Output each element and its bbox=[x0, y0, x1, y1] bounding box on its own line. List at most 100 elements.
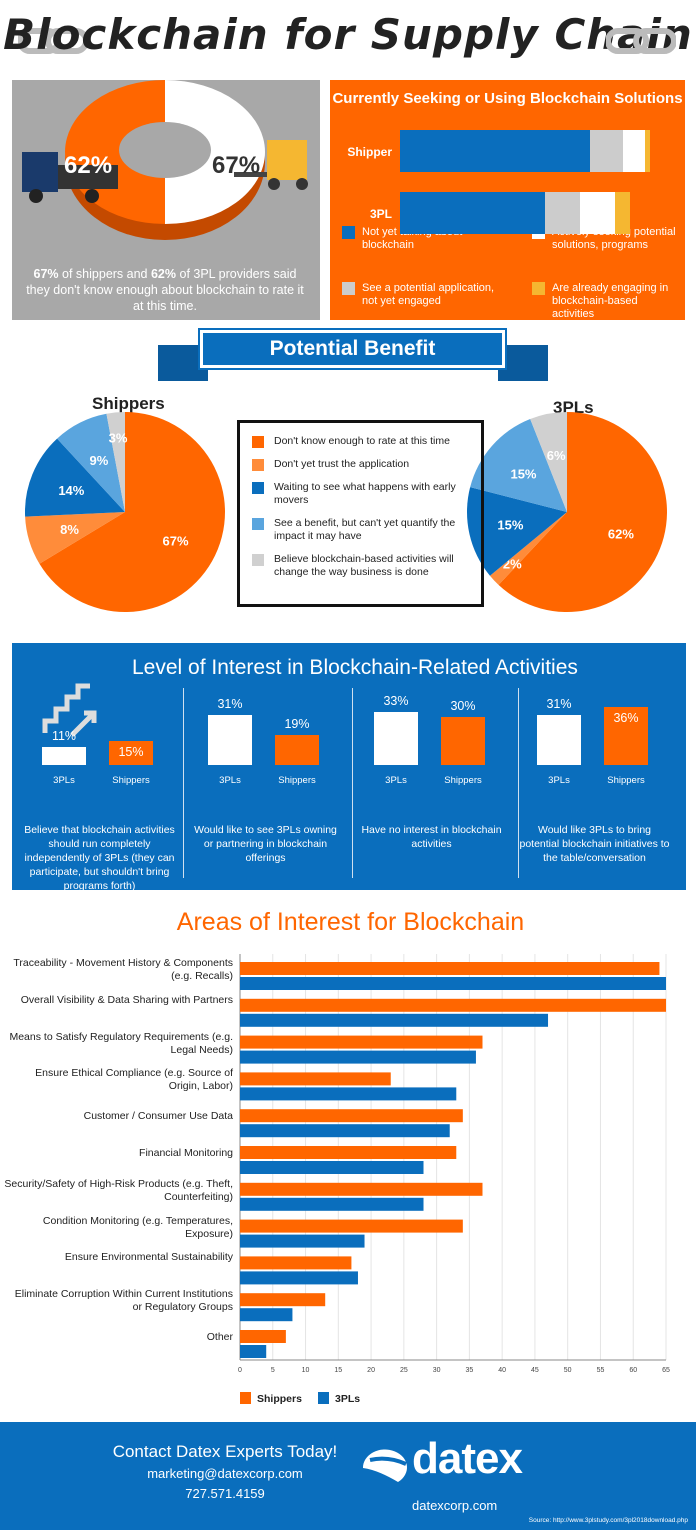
interest-pct-shippers: 19% bbox=[284, 716, 310, 731]
legend-swatch bbox=[318, 1392, 329, 1404]
x-tick-label: 45 bbox=[531, 1367, 539, 1374]
x-tick-label: 0 bbox=[238, 1367, 242, 1374]
x-tick-label: 5 bbox=[271, 1367, 275, 1374]
pie-slice bbox=[467, 487, 567, 576]
stacked-bar-segment bbox=[400, 192, 545, 234]
bar-3pls bbox=[240, 1050, 476, 1064]
source-note: Source: http://www.3plstudy.com/3pl2018d… bbox=[528, 1517, 688, 1524]
interest-label: Shippers bbox=[444, 775, 482, 786]
interest-bar-shippers bbox=[604, 707, 648, 765]
donut-chart bbox=[22, 80, 308, 240]
interest-label: Shippers bbox=[278, 775, 316, 786]
legend-item: See a benefit, but can't yet quantify th… bbox=[252, 517, 471, 543]
pie-legend: Don't know enough to rate at this time D… bbox=[237, 420, 484, 607]
bar-3pls bbox=[240, 1345, 267, 1358]
stacked-bar-segment bbox=[590, 130, 623, 172]
legend-item: Don't know enough to rate at this time bbox=[252, 435, 471, 448]
legend-swatch bbox=[240, 1392, 251, 1404]
bar-3pls bbox=[240, 1234, 365, 1248]
interest-pct-3pls: 31% bbox=[546, 697, 572, 712]
bar-shippers bbox=[240, 1146, 457, 1159]
x-tick-label: 35 bbox=[465, 1367, 473, 1374]
bar-shippers bbox=[240, 1293, 326, 1307]
interest-description: Would like to see 3PLs owning or partner… bbox=[194, 824, 337, 864]
caption-pct: 62% bbox=[150, 267, 177, 281]
chain-link-icon bbox=[18, 28, 88, 54]
bar-shippers bbox=[240, 1035, 483, 1049]
page-title: Blockchain for Supply Chain bbox=[3, 10, 693, 59]
x-tick-label: 25 bbox=[400, 1367, 408, 1374]
caption-pct: 67% bbox=[33, 267, 59, 281]
pie-value-label: 14% bbox=[58, 483, 84, 498]
bar-3pls bbox=[240, 977, 666, 990]
bar-shippers bbox=[240, 1219, 463, 1233]
interest-bar-3pls bbox=[42, 747, 86, 765]
interest-bar-shippers bbox=[441, 717, 485, 765]
x-tick-label: 50 bbox=[564, 1367, 572, 1374]
pie-slice bbox=[25, 512, 125, 564]
seeking-panel: Currently Seeking or Using Blockchain So… bbox=[330, 80, 685, 320]
stacked-bar-segment bbox=[580, 192, 615, 234]
bar-shippers bbox=[240, 1072, 391, 1086]
interest-label: Shippers bbox=[112, 775, 150, 786]
legend-label: 3PLs bbox=[335, 1393, 360, 1405]
x-tick-label: 30 bbox=[433, 1367, 441, 1374]
bar-3pls bbox=[240, 1308, 293, 1322]
interest-description: Have no interest in blockchain activitie… bbox=[361, 824, 502, 850]
shippers-pct: 62% bbox=[64, 152, 113, 179]
x-tick-label: 10 bbox=[302, 1367, 310, 1374]
donut-panel: 62% 67% bbox=[12, 80, 320, 320]
stacked-bar-segment bbox=[622, 130, 645, 172]
category-label: Customer / Consumer Use Data bbox=[83, 1110, 233, 1123]
pie-value-label: 9% bbox=[90, 453, 109, 468]
seek-row-label: Shipper bbox=[347, 145, 392, 159]
legend-item: Waiting to see what happens with early m… bbox=[252, 481, 471, 507]
category-label: Financial Monitoring bbox=[139, 1147, 233, 1159]
pie-slice bbox=[489, 512, 567, 585]
footer-email[interactable]: marketing@datexcorp.com bbox=[147, 1466, 303, 1481]
category-label: Ensure Environmental Sustainability bbox=[64, 1251, 233, 1264]
legend-item: Believe blockchain-based activities will… bbox=[252, 553, 471, 579]
areas-bar-chart: 0 5 10 15 20 25 30 35 40 45 50 55 60 65 Shippers 3PLs bbox=[238, 954, 670, 1405]
category-label: Ensure Ethical Compliance (e.g. Source o… bbox=[35, 1067, 233, 1093]
bar-3pls bbox=[240, 1124, 450, 1138]
interest-pct-3pls: 33% bbox=[383, 694, 409, 709]
category-label: Other bbox=[206, 1331, 233, 1343]
pie-value-label: 8% bbox=[60, 522, 79, 537]
footer-website[interactable]: datexcorp.com bbox=[412, 1498, 498, 1513]
interest-label: 3PLs bbox=[219, 775, 241, 786]
interest-label: Shippers bbox=[607, 775, 645, 786]
bar-shippers bbox=[240, 998, 666, 1012]
footer: Contact Datex Experts Today! marketing@d… bbox=[0, 1422, 696, 1530]
footer-cta: Contact Datex Experts Today! bbox=[112, 1442, 338, 1461]
tpl-pct: 67% bbox=[212, 152, 261, 179]
pie-slice bbox=[498, 412, 667, 612]
divider bbox=[518, 688, 519, 878]
interest-pct-shippers: 30% bbox=[450, 699, 476, 713]
stacked-bar-segment bbox=[615, 192, 630, 234]
pie-value-label: 3% bbox=[109, 430, 128, 445]
seek-row-label: 3PL bbox=[369, 207, 392, 221]
seeking-title: Currently Seeking or Using Blockchain So… bbox=[332, 90, 683, 107]
bar-3pls bbox=[240, 1087, 457, 1101]
donut-caption: 67% of shippers and 62% of 3PL providers… bbox=[20, 266, 310, 314]
interest-label: 3PLs bbox=[548, 775, 570, 786]
pie-charts: 67%8%14%9%3%62%2%15%15%6% bbox=[25, 412, 667, 612]
category-label: Eliminate Corruption Within Current Inst… bbox=[14, 1288, 233, 1314]
stacked-bar-segment bbox=[400, 130, 590, 172]
pie-value-label: 15% bbox=[510, 467, 536, 482]
interest-panel: Level of Interest in Blockchain-Related … bbox=[12, 643, 686, 892]
pie-slice bbox=[57, 413, 125, 512]
interest-pct-3pls: 31% bbox=[217, 697, 243, 712]
interest-bar-3pls bbox=[208, 715, 252, 765]
interest-pct-shippers: 15% bbox=[118, 745, 144, 759]
bar-3pls bbox=[240, 1197, 424, 1211]
pie-value-label: 62% bbox=[608, 526, 634, 541]
interest-pct-3pls: 11% bbox=[51, 729, 77, 744]
banner-ribbon bbox=[498, 345, 548, 381]
pie-slice bbox=[106, 412, 125, 512]
category-label: Security/Safety of High-Risk Products (e… bbox=[4, 1177, 233, 1203]
stacked-bar-segment bbox=[645, 130, 650, 172]
bar-shippers bbox=[240, 1182, 483, 1196]
interest-description: Believe that blockchain activities shoul… bbox=[24, 824, 175, 892]
